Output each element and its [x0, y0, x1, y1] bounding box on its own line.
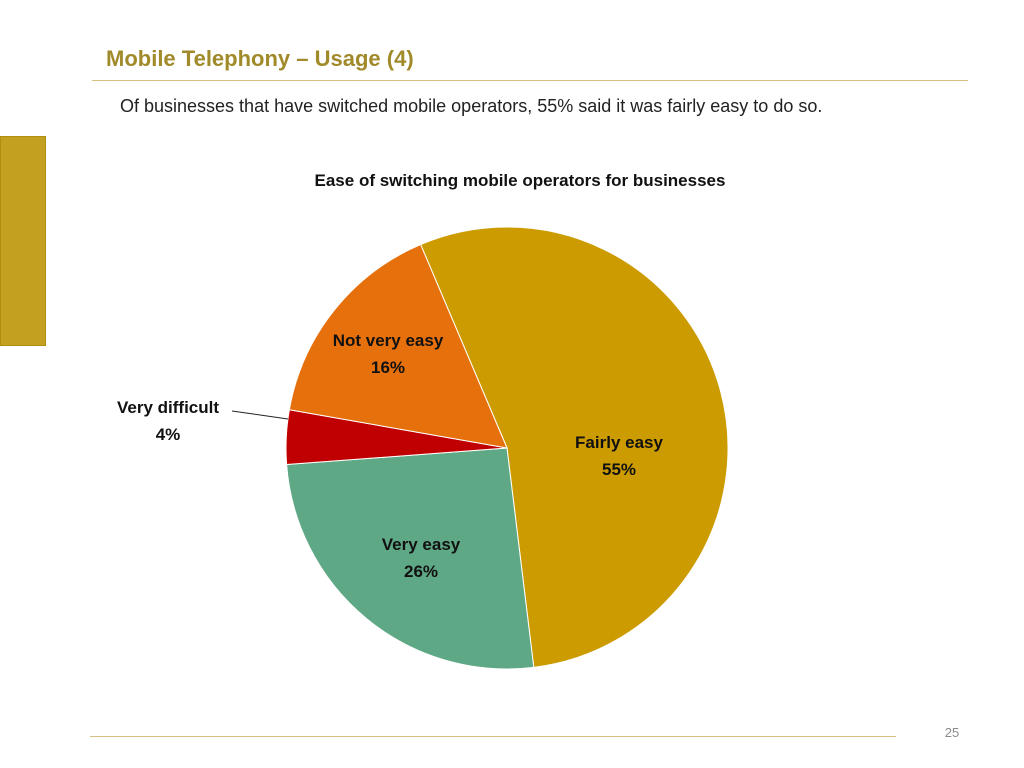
pie-labels: Fairly easy 55% Very easy 26% Very difficult…: [117, 331, 664, 581]
slice-label-very-difficult: Very difficult: [117, 398, 219, 417]
slide-title: Mobile Telephony – Usage (4): [106, 46, 414, 71]
slice-value-not-very-easy: 16%: [371, 358, 405, 377]
chart-title: Ease of switching mobile operators for b…: [314, 171, 726, 190]
slice-value-fairly-easy: 55%: [602, 460, 636, 479]
pie-slice-not-very-easy: [288, 243, 508, 449]
slice-value-very-easy: 26%: [404, 562, 438, 581]
slice-label-fairly-easy: Fairly easy: [575, 433, 663, 452]
pie-slice-very-easy: [286, 447, 535, 670]
slide-subtitle: Of businesses that have switched mobile …: [120, 96, 823, 116]
slice-label-very-easy: Very easy: [382, 535, 461, 554]
footer-rule: [90, 736, 896, 737]
title-rule: [92, 80, 968, 81]
page-number: 25: [944, 725, 960, 740]
pie-slice-fairly-easy: [419, 226, 729, 668]
leader-line-very-difficult: [231, 410, 289, 420]
pie-slices: [285, 226, 729, 670]
accent-bar: [0, 136, 46, 346]
slice-label-not-very-easy: Not very easy: [333, 331, 444, 350]
slice-value-very-difficult: 4%: [156, 425, 181, 444]
